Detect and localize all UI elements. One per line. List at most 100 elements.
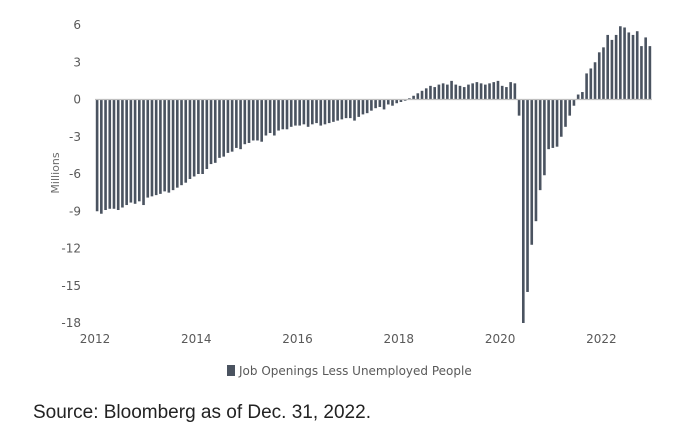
y-tick-label: 0	[73, 93, 81, 107]
bar	[239, 99, 242, 150]
bar	[197, 99, 200, 174]
bar	[264, 99, 268, 136]
bar	[302, 99, 306, 125]
bar	[619, 26, 622, 100]
bar	[475, 82, 479, 100]
bar	[150, 99, 154, 197]
bar	[281, 99, 285, 130]
bar	[268, 99, 272, 134]
bar	[171, 99, 175, 191]
bar	[534, 99, 538, 222]
bar	[277, 99, 280, 131]
bar	[192, 99, 196, 177]
bar	[602, 47, 605, 100]
bar	[530, 99, 534, 245]
bar	[568, 99, 572, 116]
bar	[386, 99, 390, 105]
bar	[289, 99, 293, 127]
bar	[517, 99, 521, 116]
bar	[298, 99, 301, 126]
bar	[635, 31, 639, 100]
bar	[424, 88, 428, 100]
bar	[399, 99, 403, 102]
bar	[471, 83, 474, 100]
bar	[294, 99, 297, 126]
bar	[357, 99, 361, 117]
bar	[450, 80, 453, 100]
bar	[395, 99, 399, 104]
source-note: Source: Bloomberg as of Dec. 31, 2022.	[33, 402, 371, 423]
legend-label: Job Openings Less Unemployed People	[238, 364, 472, 378]
bar	[585, 73, 588, 100]
bar	[374, 99, 377, 109]
bar	[505, 87, 508, 100]
bar	[247, 99, 251, 143]
bar	[306, 99, 310, 127]
bar	[606, 34, 610, 100]
bar	[408, 98, 411, 100]
bar	[184, 99, 188, 183]
bar	[521, 99, 525, 323]
y-tick-label: -6	[69, 167, 81, 181]
y-tick-label: -12	[61, 242, 81, 256]
bar	[441, 83, 445, 100]
bar	[467, 84, 470, 100]
bar	[159, 99, 162, 194]
bar	[260, 99, 263, 142]
bar	[100, 99, 103, 214]
bar	[391, 99, 394, 106]
bar	[597, 52, 601, 100]
bar	[420, 90, 424, 100]
bar	[559, 99, 563, 137]
bar	[315, 99, 318, 124]
bar	[564, 99, 567, 127]
bar	[121, 99, 124, 208]
x-tick-label: 2022	[586, 332, 617, 346]
bar	[551, 99, 555, 148]
bar	[593, 62, 597, 100]
bar	[572, 99, 576, 106]
bar	[209, 99, 213, 165]
bar	[640, 46, 643, 100]
x-tick-label: 2018	[384, 332, 415, 346]
bar	[95, 99, 99, 212]
bar	[154, 99, 158, 196]
bar-series	[95, 26, 652, 323]
bar	[446, 84, 449, 100]
bar	[108, 99, 112, 209]
bar	[623, 27, 626, 100]
bar	[311, 99, 314, 125]
bar	[412, 95, 415, 100]
bar	[243, 99, 247, 145]
y-tick-label: 6	[73, 18, 81, 32]
bar	[340, 99, 344, 120]
bar	[319, 99, 323, 126]
y-tick-label: -3	[69, 130, 81, 144]
bar	[348, 99, 352, 119]
y-tick-label: -18	[61, 316, 81, 330]
y-tick-label: 3	[73, 55, 81, 69]
x-tick-label: 2012	[80, 332, 111, 346]
bar	[125, 99, 128, 206]
y-tick-label: -15	[61, 279, 81, 293]
bar	[429, 85, 432, 100]
bar	[116, 99, 120, 211]
x-axis-ticks: 2012 2014 2016 2018 2020 2022	[80, 332, 617, 346]
bar	[133, 99, 137, 204]
bar	[496, 80, 500, 100]
bar	[175, 99, 179, 188]
bar	[500, 85, 504, 100]
bar	[454, 84, 458, 100]
y-axis-title: Millions	[49, 152, 62, 193]
bar	[403, 99, 407, 101]
bar	[382, 99, 386, 110]
bar	[129, 99, 133, 203]
bar	[222, 99, 226, 157]
bar	[218, 99, 221, 158]
bar	[273, 99, 276, 136]
bar	[479, 83, 483, 100]
bar	[365, 99, 369, 114]
bar	[327, 99, 331, 124]
bar	[353, 99, 356, 121]
bar	[226, 99, 230, 153]
